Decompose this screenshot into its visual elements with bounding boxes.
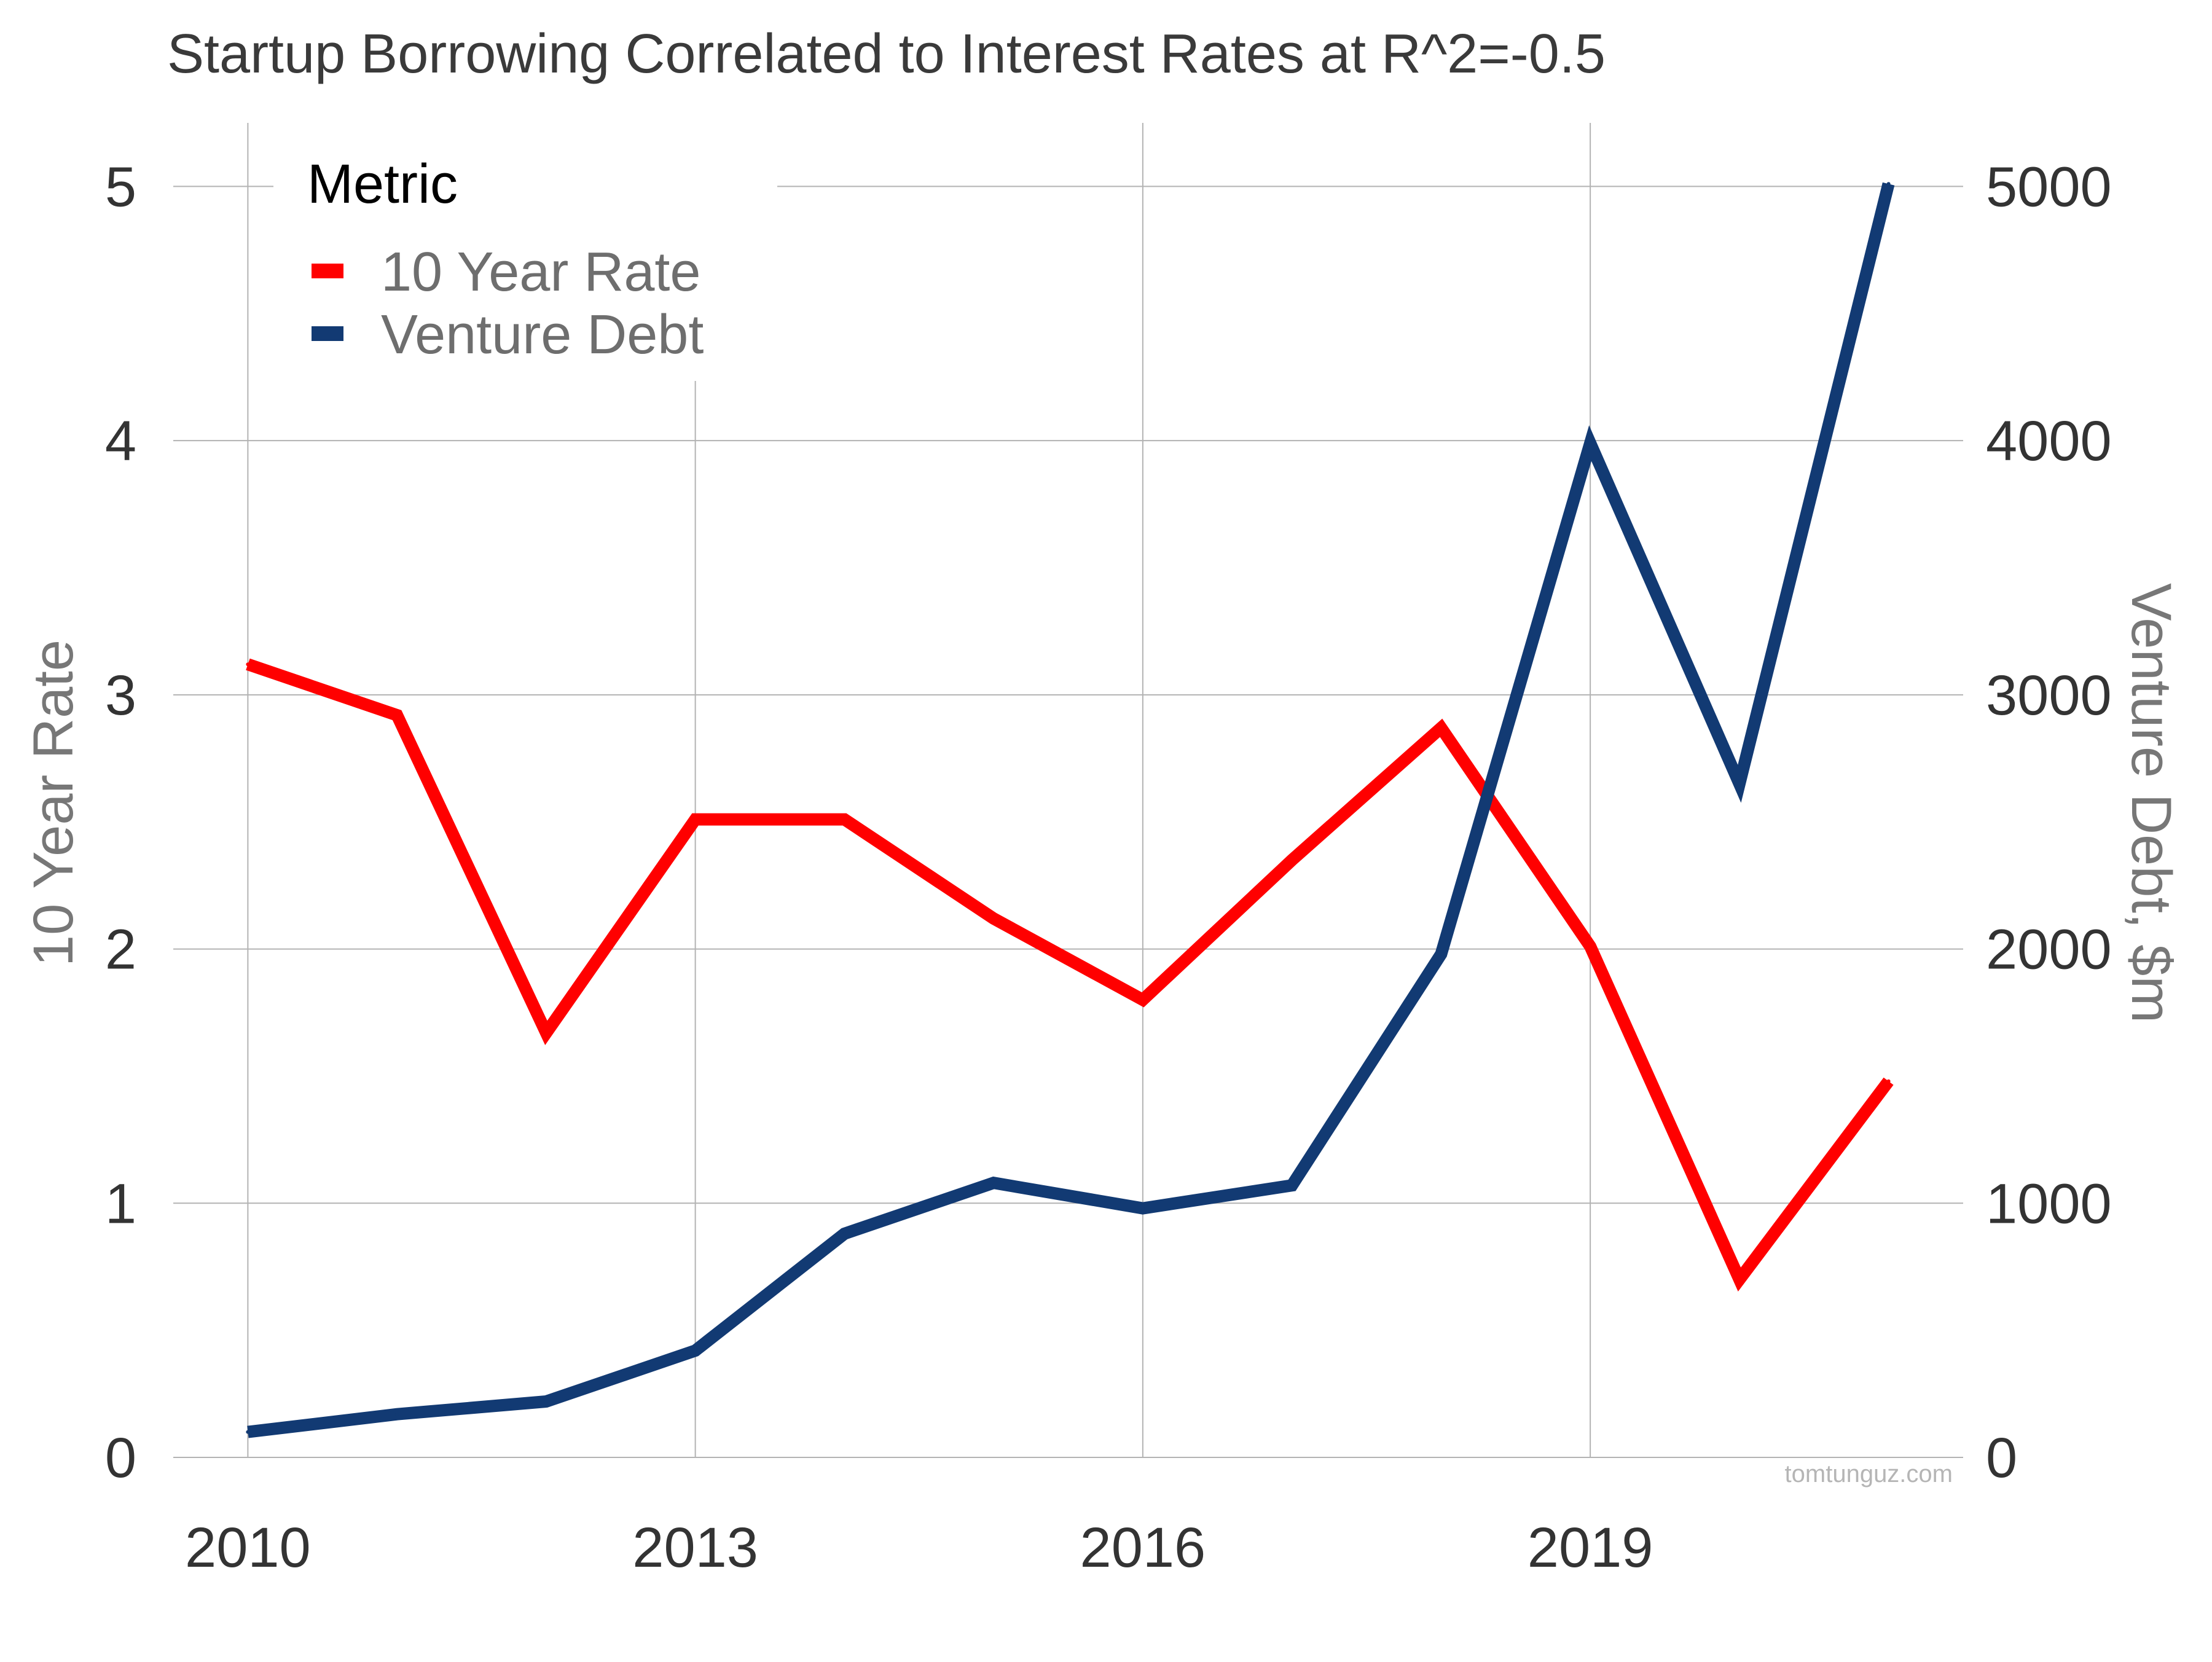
x-tick-2016: 2016: [1080, 1516, 1206, 1579]
point-venture-debt-2018: [1439, 952, 1443, 956]
legend: Metric 10 Year Rate Venture Debt: [273, 123, 777, 381]
legend-label-venture-debt: Venture Debt: [381, 304, 704, 366]
point-venture-debt-2012: [544, 1399, 548, 1403]
point-venture-debt-2010: [246, 1430, 250, 1434]
point-venture-debt-2016: [1140, 1206, 1145, 1210]
point-venture-debt-2017: [1290, 1183, 1294, 1188]
series-lines: [246, 182, 1895, 1438]
point-10-year-rate-2011: [395, 713, 399, 717]
y-axis-right-label: Venture Debt, $m: [2120, 583, 2183, 1023]
point-venture-debt-2019: [1588, 441, 1593, 445]
y-right-tick-3000: 3000: [1986, 664, 2112, 727]
y-left-tick-4: 4: [105, 410, 136, 472]
y-right-tick-2000: 2000: [1986, 919, 2112, 981]
legend-swatch-10-year-rate: [312, 264, 343, 278]
point-venture-debt-2021: [1886, 182, 1891, 186]
point-10-year-rate-2013: [693, 817, 697, 821]
point-venture-debt-2015: [992, 1181, 996, 1185]
point-venture-debt-2013: [693, 1349, 697, 1353]
point-10-year-rate-2012: [544, 1031, 548, 1035]
watermark: tomtunguz.com: [1785, 1460, 1953, 1488]
axis-ticks: 0 0 1 1000 2 2000 3 3000 4 4000 5 5000 2010 2013 2016 2…: [105, 155, 2112, 1579]
y-left-tick-1: 1: [105, 1172, 136, 1235]
point-10-year-rate-2020: [1737, 1277, 1741, 1282]
point-10-year-rate-2018: [1439, 726, 1443, 730]
y-left-tick-0: 0: [105, 1427, 136, 1489]
series-line-venture-debt: [247, 182, 1895, 1438]
y-right-tick-5000: 5000: [1986, 155, 2112, 218]
chart-title: Startup Borrowing Correlated to Interest…: [167, 23, 1606, 85]
point-10-year-rate-2010: [246, 662, 250, 667]
point-venture-debt-2020: [1737, 782, 1741, 786]
point-venture-debt-2014: [842, 1231, 847, 1236]
legend-swatch-venture-debt: [312, 326, 343, 341]
y-axis-left-label: 10 Year Rate: [22, 640, 85, 966]
y-right-tick-0: 0: [1986, 1427, 2017, 1489]
x-tick-2019: 2019: [1528, 1516, 1653, 1579]
point-10-year-rate-2019: [1588, 944, 1593, 949]
legend-background: [273, 123, 777, 381]
point-10-year-rate-2017: [1290, 858, 1294, 862]
point-10-year-rate-2015: [992, 916, 996, 920]
point-10-year-rate-2014: [842, 817, 847, 821]
y-right-tick-4000: 4000: [1986, 410, 2112, 472]
point-venture-debt-2011: [395, 1412, 399, 1416]
point-10-year-rate-2016: [1140, 998, 1145, 1002]
x-tick-2013: 2013: [632, 1516, 758, 1579]
y-right-tick-1000: 1000: [1986, 1172, 2112, 1235]
legend-title: Metric: [307, 154, 458, 215]
x-tick-2010: 2010: [185, 1516, 311, 1579]
y-left-tick-5: 5: [105, 155, 136, 218]
y-left-tick-3: 3: [105, 664, 136, 727]
y-left-tick-2: 2: [105, 919, 136, 981]
series-line-10-year-rate: [246, 658, 1894, 1292]
point-10-year-rate-2021: [1886, 1079, 1891, 1083]
legend-label-10-year-rate: 10 Year Rate: [381, 241, 700, 303]
